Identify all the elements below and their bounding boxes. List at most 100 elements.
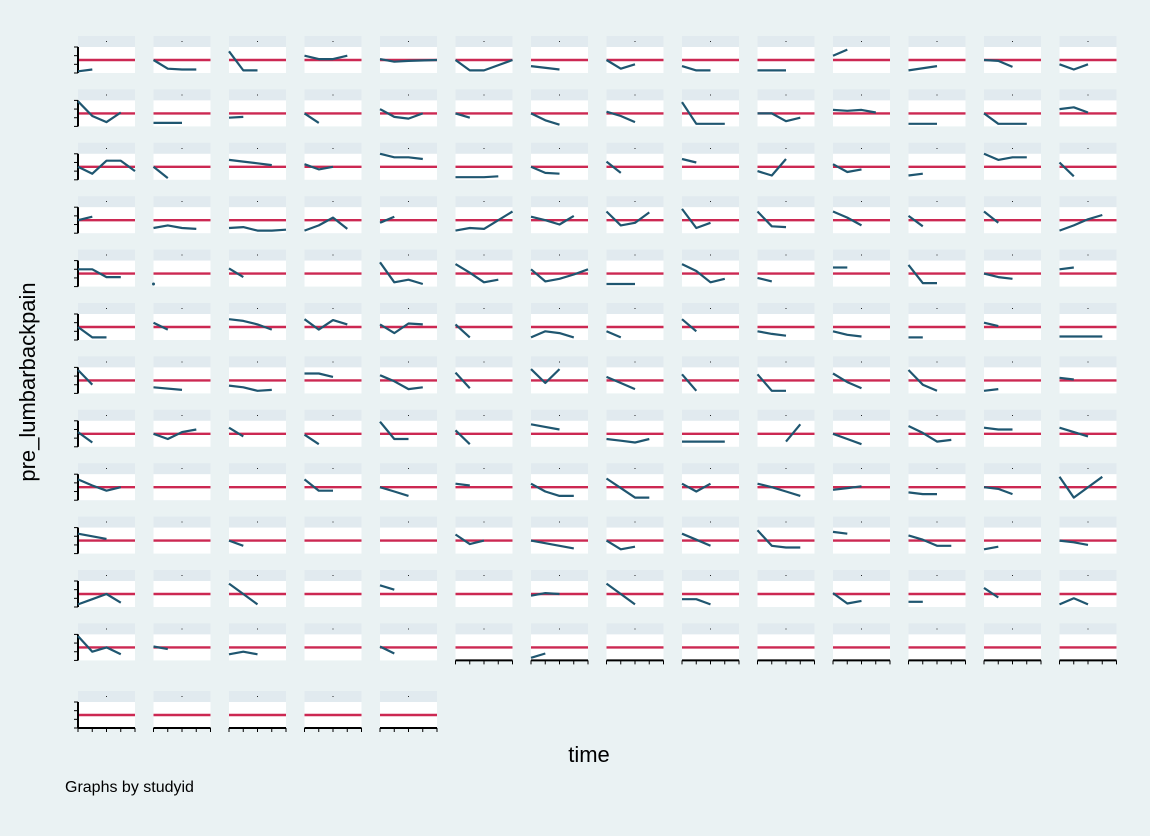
panel-title: . bbox=[1011, 194, 1014, 204]
panel-title-bar bbox=[757, 463, 815, 475]
panel-title-bar bbox=[153, 463, 211, 475]
series-line bbox=[681, 318, 698, 333]
panel: . bbox=[379, 461, 437, 501]
panel: . bbox=[74, 248, 135, 288]
panel-title-bar bbox=[984, 570, 1041, 581]
panel-title: . bbox=[483, 34, 486, 44]
series-line bbox=[983, 152, 1027, 161]
panel-title-bar bbox=[1059, 623, 1117, 635]
panel: . bbox=[304, 621, 362, 661]
series-line bbox=[152, 165, 169, 179]
panel-title-bar bbox=[908, 303, 966, 314]
panel: . bbox=[983, 621, 1042, 665]
panel-title: . bbox=[558, 248, 561, 258]
panel: . bbox=[530, 461, 588, 501]
panel: . bbox=[530, 568, 588, 607]
series-line bbox=[303, 433, 320, 446]
panel-title-bar bbox=[531, 303, 588, 314]
panel-title: . bbox=[1011, 248, 1014, 258]
panel-title-bar bbox=[153, 623, 211, 635]
panel-title: . bbox=[407, 568, 410, 578]
panel-title-bar bbox=[682, 142, 739, 154]
panel-title-bar bbox=[153, 356, 211, 368]
panel-title: . bbox=[332, 568, 335, 578]
panel-title: . bbox=[785, 461, 788, 471]
panel-title: . bbox=[709, 408, 712, 418]
panel: . bbox=[379, 34, 438, 73]
panel-title-bar bbox=[380, 249, 437, 261]
series-line bbox=[379, 322, 423, 335]
panel-title-bar bbox=[380, 303, 437, 314]
panel-title: . bbox=[1087, 568, 1090, 578]
series-line bbox=[379, 108, 424, 120]
panel-title-bar bbox=[380, 196, 437, 208]
panel: . bbox=[832, 461, 890, 501]
panel-title: . bbox=[483, 568, 486, 578]
panel-title-bar bbox=[984, 623, 1041, 635]
panel-title: . bbox=[332, 301, 335, 311]
series-line bbox=[1059, 376, 1074, 381]
panel: . bbox=[757, 248, 815, 287]
panel-title: . bbox=[105, 194, 108, 204]
panel-title: . bbox=[558, 301, 561, 311]
series-line bbox=[77, 100, 122, 124]
panel-title-bar bbox=[682, 516, 739, 528]
panel-title: . bbox=[256, 621, 259, 631]
panel-title: . bbox=[634, 354, 637, 364]
panel-title: . bbox=[181, 34, 184, 44]
x-axis-title: time bbox=[568, 742, 610, 767]
panel-title-bar bbox=[78, 409, 135, 421]
panel-title-bar bbox=[380, 623, 437, 635]
panel-title: . bbox=[256, 248, 259, 258]
panel-title: . bbox=[181, 689, 184, 699]
panel: . bbox=[908, 515, 966, 554]
panel-title-bar bbox=[682, 303, 739, 314]
panel: . bbox=[1059, 568, 1117, 607]
panel: . bbox=[1059, 248, 1117, 287]
panel-title-bar bbox=[531, 89, 588, 101]
series-line bbox=[681, 101, 725, 125]
panel-title-bar bbox=[78, 356, 135, 368]
series-line bbox=[228, 318, 273, 331]
panel-title: . bbox=[181, 461, 184, 471]
series-line bbox=[983, 388, 999, 392]
panel-title-bar bbox=[531, 623, 588, 635]
panel-title: . bbox=[558, 461, 561, 471]
panel-title-bar bbox=[908, 409, 966, 421]
panel: . bbox=[74, 461, 135, 501]
panel-title: . bbox=[558, 141, 561, 151]
panel: . bbox=[454, 408, 513, 447]
panel-title: . bbox=[407, 34, 410, 44]
series-line bbox=[983, 112, 1027, 125]
panel-title: . bbox=[407, 354, 410, 364]
panel-title: . bbox=[558, 621, 561, 631]
panel-title-bar bbox=[304, 691, 362, 702]
panel: . bbox=[455, 568, 513, 607]
panel-title-bar bbox=[153, 249, 211, 261]
panel-title: . bbox=[181, 87, 184, 97]
panel: . bbox=[757, 621, 815, 665]
panel-title-bar bbox=[455, 249, 513, 261]
panel-title-bar bbox=[757, 570, 815, 581]
panel-title: . bbox=[709, 354, 712, 364]
series-line bbox=[379, 58, 438, 63]
panel-title: . bbox=[709, 87, 712, 97]
panel-title-bar bbox=[229, 570, 286, 581]
panel: . bbox=[908, 408, 966, 447]
series-line bbox=[983, 426, 1013, 431]
series-line bbox=[681, 263, 726, 284]
panel: . bbox=[74, 408, 135, 448]
series-line bbox=[1059, 539, 1089, 546]
panel-title: . bbox=[332, 194, 335, 204]
panel: . bbox=[530, 408, 588, 447]
panel: . bbox=[74, 34, 135, 74]
panel-title: . bbox=[181, 408, 184, 418]
series-line bbox=[606, 330, 622, 339]
series-line bbox=[605, 477, 650, 499]
panel: . bbox=[530, 354, 588, 394]
panel-title: . bbox=[558, 34, 561, 44]
panel-title-bar bbox=[78, 691, 135, 702]
panel: . bbox=[303, 301, 362, 340]
panel: . bbox=[1059, 408, 1117, 447]
panel: . bbox=[832, 141, 890, 180]
